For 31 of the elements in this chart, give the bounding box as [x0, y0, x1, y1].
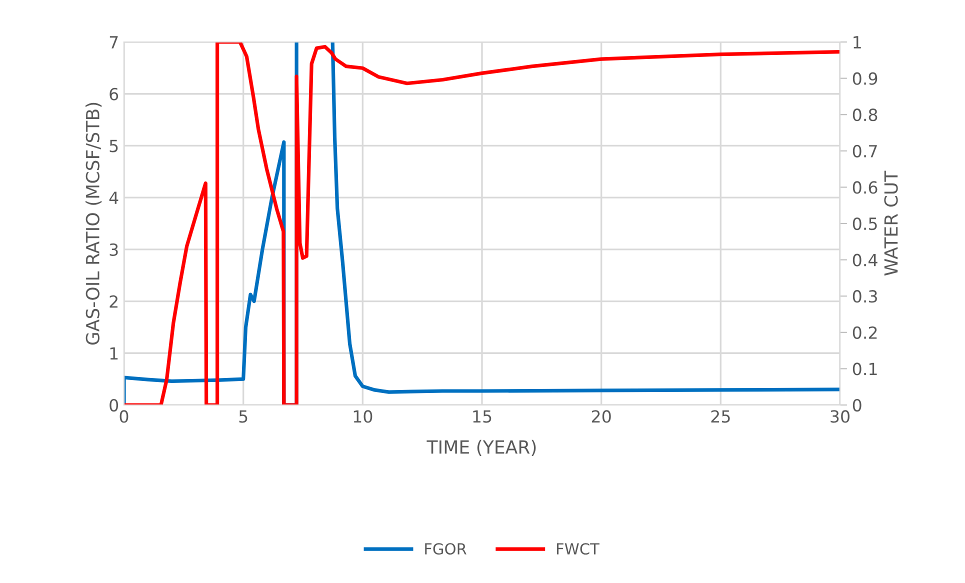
y2-tick-label: 0.5 — [852, 217, 877, 230]
y2-tick-label: 0.7 — [852, 144, 877, 158]
y2-tick-label: 1 — [854, 36, 861, 48]
x-tick-label: 30 — [830, 410, 850, 423]
y-axis-title: GAS-OIL RATIO (MCSF/STB) — [86, 102, 102, 345]
y-tick-label: 0 — [110, 398, 118, 412]
x-tick-label: 20 — [592, 410, 611, 423]
y2-tick-label: 0 — [852, 398, 862, 412]
y2-tick-label: 0.1 — [852, 362, 877, 376]
x-axis-title: TIME (YEAR) — [426, 440, 536, 456]
x-tick-label: 25 — [711, 410, 730, 423]
y-tick-label: 4 — [109, 192, 118, 204]
legend-label: FWCT — [557, 543, 600, 555]
y2-tick-label: 0.2 — [852, 326, 877, 339]
x-tick-label: 5 — [239, 410, 248, 423]
y2-axis-title: WATER CUT — [884, 170, 898, 276]
y-tick-label: 5 — [110, 140, 118, 152]
x-tick-label: 0 — [120, 410, 128, 423]
y2-tick-label: 0.9 — [852, 72, 878, 85]
y2-tick-label: 0.8 — [852, 108, 878, 122]
y-tick-label: 2 — [110, 295, 118, 308]
x-tick-label: 15 — [473, 410, 492, 423]
x-tick-label: 10 — [354, 410, 372, 423]
y-tick-label: 6 — [110, 88, 118, 100]
y2-tick-label: 0.6 — [852, 181, 878, 194]
legend-label: FGOR — [425, 543, 466, 555]
y-tick-label: 3 — [110, 243, 118, 256]
y2-tick-label: 0.4 — [852, 254, 878, 266]
y-tick-label: 1 — [110, 347, 118, 360]
y2-tick-label: 0.3 — [852, 290, 877, 303]
y-tick-label: 7 — [110, 36, 118, 48]
